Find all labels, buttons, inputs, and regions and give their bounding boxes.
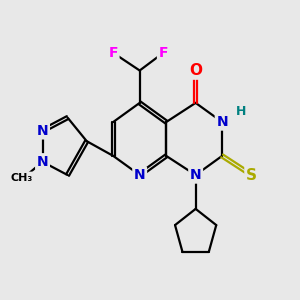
Text: F: F xyxy=(158,46,168,60)
Text: H: H xyxy=(236,105,247,118)
Text: N: N xyxy=(37,124,48,138)
Text: S: S xyxy=(246,167,257,182)
Text: F: F xyxy=(108,46,118,60)
Text: O: O xyxy=(189,63,202,78)
Text: N: N xyxy=(37,155,48,169)
Text: N: N xyxy=(216,115,228,129)
Text: N: N xyxy=(134,168,146,182)
Text: N: N xyxy=(190,168,202,182)
Text: CH₃: CH₃ xyxy=(11,173,33,183)
